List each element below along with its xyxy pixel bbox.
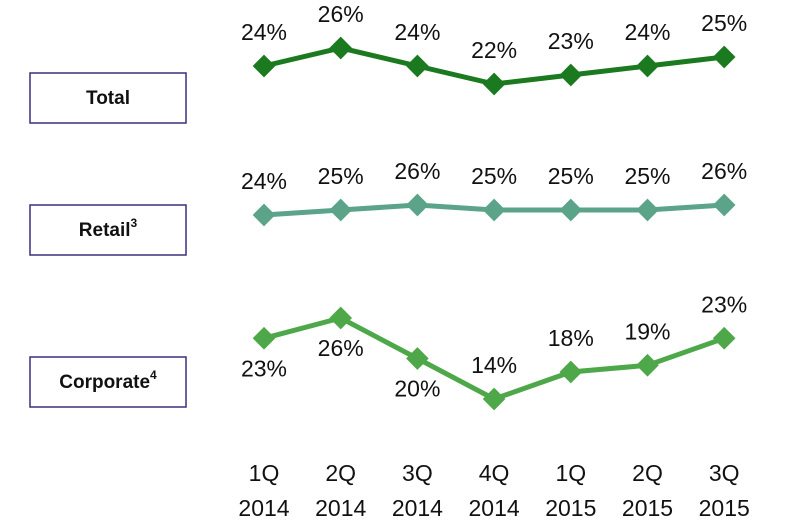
data-point [482,387,506,411]
data-point [329,36,353,60]
series-box [29,356,187,408]
value-label: 25% [318,163,364,189]
x-tick-label: 3Q 2015 [699,460,750,521]
data-point [482,72,506,96]
series-note: 3 [131,216,138,230]
series-name: Corporate [59,372,150,393]
series-label: Total [86,88,130,109]
x-tick-line: 2015 [545,495,596,521]
data-point [636,353,659,377]
x-tick-label: 3Q 2014 [392,460,443,521]
x-tick-label: 1Q 2015 [545,460,596,521]
x-tick-label: 2Q 2014 [315,460,366,521]
data-point [482,198,506,222]
value-label: 19% [624,318,670,344]
x-tick-label: 2Q 2015 [622,460,673,521]
value-label: 18% [548,325,594,351]
value-label: 23% [548,28,594,54]
x-tick-label: 4Q 2014 [469,460,520,521]
x-tick-label: 1Q 2014 [238,460,289,521]
data-point [252,203,276,227]
x-tick-line: 2014 [392,495,443,521]
series-box [29,204,187,256]
data-point [406,54,429,78]
x-tick-line: 3Q [709,460,740,486]
x-tick-line: 1Q [555,460,586,486]
value-label: 26% [318,335,364,361]
x-tick-line: 2014 [238,495,289,521]
data-point [329,306,353,330]
series-note: 4 [150,368,157,382]
series-name: Total [86,88,130,109]
x-tick-line: 2015 [622,495,673,521]
value-label: 26% [394,158,440,184]
x-tick-line: 2Q [325,460,356,486]
data-point [559,198,583,222]
data-point [252,54,276,78]
x-tick-line: 2014 [469,495,520,521]
x-tick-line: 2014 [315,495,366,521]
data-point [559,360,583,384]
series-box [29,72,187,124]
value-label: 25% [701,10,747,36]
data-point [712,326,736,350]
data-point [636,54,659,78]
x-tick-line: 1Q [249,460,280,486]
data-point [252,326,276,350]
value-label: 14% [471,352,517,378]
data-point [406,193,429,217]
series-label: Corporate4 [59,368,157,393]
value-label: 23% [241,355,287,381]
value-label: 25% [471,163,517,189]
x-tick-line: 2015 [699,495,750,521]
x-tick-line: 2Q [632,460,663,486]
data-point [559,63,583,87]
value-label: 23% [701,291,747,317]
series-name: Retail [79,220,131,241]
data-point [406,347,429,370]
x-tick-line: 4Q [479,460,510,486]
value-label: 22% [471,37,517,63]
x-tick-line: 3Q [402,460,433,486]
value-label: 26% [701,158,747,184]
value-label: 24% [624,19,670,45]
data-point [712,45,736,69]
value-label: 25% [548,163,594,189]
series-label: Retail3 [79,216,138,241]
data-point [329,198,353,222]
value-label: 24% [241,19,287,45]
data-point [636,198,659,222]
value-label: 25% [624,163,670,189]
value-label: 24% [241,168,287,194]
value-label: 26% [318,1,364,27]
data-point [712,193,736,217]
value-label: 24% [394,19,440,45]
value-label: 20% [394,376,440,402]
